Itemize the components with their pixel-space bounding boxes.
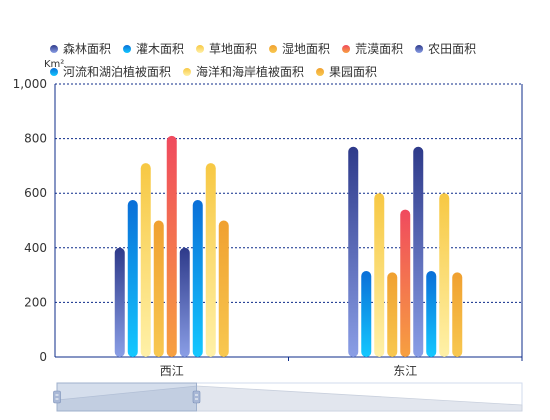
legend-marker	[183, 68, 192, 76]
legend-item[interactable]: 果园面积	[316, 65, 377, 79]
legend-label: 果园面积	[329, 65, 377, 79]
legend-label: 河流和湖泊植被面积	[63, 64, 171, 79]
y-tick-label: 200	[24, 295, 47, 309]
legend-marker	[269, 45, 278, 53]
legend-label: 海洋和海岸植被面积	[196, 64, 304, 79]
legend-marker	[50, 45, 58, 53]
legend-label: 草地面积	[209, 42, 257, 56]
legend-item[interactable]: 草地面积	[196, 42, 257, 56]
zoom-handle-left[interactable]	[53, 390, 61, 404]
legend-item[interactable]: 河流和湖泊植被面积	[50, 64, 171, 79]
legend-marker	[415, 45, 424, 53]
y-unit-label: Km²	[44, 59, 64, 70]
bar[interactable]	[153, 220, 164, 358]
bar[interactable]	[114, 247, 125, 357]
bar[interactable]	[361, 271, 372, 357]
y-tick-label: 800	[24, 132, 47, 146]
legend-marker	[196, 45, 205, 53]
legend-item[interactable]: 海洋和海岸植被面积	[183, 64, 304, 79]
bar[interactable]	[192, 200, 203, 357]
legend-marker	[123, 45, 132, 53]
legend-label: 农田面积	[428, 42, 476, 56]
legend-item[interactable]: 森林面积	[50, 41, 111, 56]
legend-label: 森林面积	[63, 41, 111, 56]
bar[interactable]	[218, 220, 229, 358]
bar[interactable]	[166, 135, 177, 357]
handle-grip	[192, 390, 201, 404]
legend-label: 湿地面积	[282, 41, 330, 56]
axes: 0 200 400 600 800 1,000 Km² 西江 东江	[13, 59, 523, 378]
bar[interactable]	[413, 146, 424, 357]
legend-item[interactable]: 湿地面积	[269, 41, 330, 56]
x-tick-label: 西江	[160, 364, 184, 378]
legend-item[interactable]: 灌木面积	[123, 42, 184, 56]
y-tick-label: 1,000	[13, 77, 47, 91]
bar[interactable]	[452, 272, 463, 357]
bar[interactable]	[400, 209, 411, 357]
bar[interactable]	[387, 272, 398, 357]
zoom-selected-window[interactable]	[56, 382, 197, 412]
legend-item[interactable]: 农田面积	[415, 42, 476, 56]
bars[interactable]	[114, 135, 463, 358]
bar[interactable]	[140, 163, 151, 357]
legend-label: 灌木面积	[136, 42, 184, 56]
legend-item[interactable]: 荒漠面积	[342, 42, 403, 56]
y-tick-label: 400	[24, 241, 47, 255]
bar[interactable]	[426, 271, 437, 357]
bar[interactable]	[127, 200, 138, 357]
legend-marker	[50, 68, 58, 76]
legend-marker	[342, 45, 351, 53]
handle-grip	[53, 390, 61, 404]
x-tick-label: 东江	[393, 364, 417, 378]
datazoom-slider[interactable]	[53, 382, 523, 412]
bar[interactable]	[439, 193, 450, 357]
grid	[55, 83, 522, 303]
y-tick-label: 0	[39, 350, 47, 364]
zoom-handle-right[interactable]	[192, 390, 201, 404]
y-tick-label: 600	[24, 186, 47, 200]
bar[interactable]	[179, 247, 190, 357]
bar[interactable]	[348, 146, 359, 357]
legend-label: 荒漠面积	[355, 42, 403, 56]
legend-marker	[316, 68, 325, 76]
bar[interactable]	[205, 163, 216, 357]
bar[interactable]	[374, 193, 385, 357]
